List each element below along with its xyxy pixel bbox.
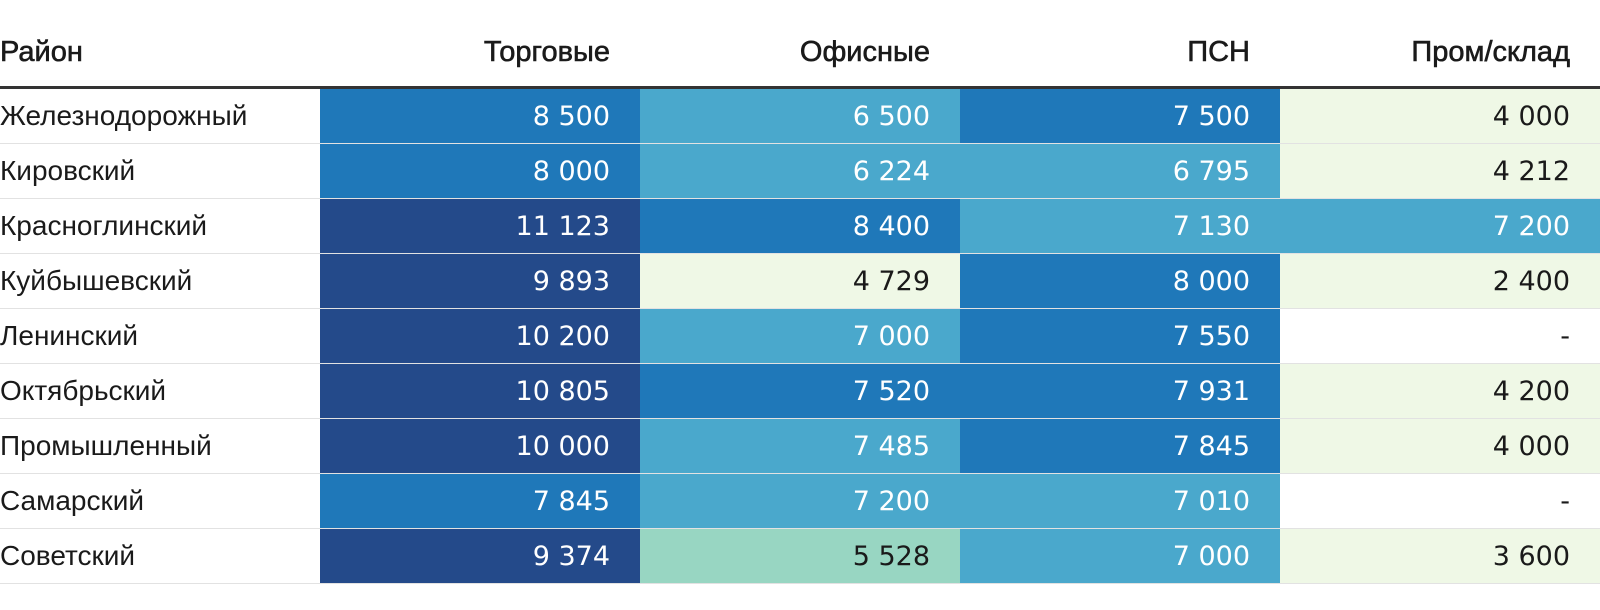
heatmap-cell-industrial-warehouse: 2 400 — [1280, 253, 1600, 309]
heatmap-cell-industrial-warehouse: 4 000 — [1280, 87, 1600, 144]
heatmap-cell-office: 6 500 — [640, 87, 960, 144]
column-header-office[interactable]: Офисные — [640, 18, 960, 89]
heatmap-cell-retail: 9 893 — [320, 253, 640, 309]
heatmap-cell-retail: 8 000 — [320, 143, 640, 199]
heatmap-cell-industrial-warehouse: 4 000 — [1280, 418, 1600, 474]
heatmap-cell-retail: 7 845 — [320, 473, 640, 529]
heatmap-cell-office: 7 520 — [640, 363, 960, 419]
heatmap-cell-psn: 8 000 — [960, 253, 1280, 309]
header-row: Район Торговые Офисные ПСН Пром/склад — [0, 18, 1600, 89]
table-row: Железнодорожный 8 500 6 500 7 500 4 000 — [0, 87, 1600, 144]
table-row: Промышленный 10 000 7 485 7 845 4 000 — [0, 418, 1600, 474]
heatmap-cell-retail: 11 123 — [320, 198, 640, 254]
column-header-psn[interactable]: ПСН — [960, 18, 1280, 89]
heatmap-cell-psn: 6 795 — [960, 143, 1280, 199]
table-row: Самарский 7 845 7 200 7 010- — [0, 473, 1600, 529]
heatmap-cell-retail: 10 000 — [320, 418, 640, 474]
table-row: Красноглинский 11 123 8 400 7 130 7 200 — [0, 198, 1600, 254]
column-header-retail[interactable]: Торговые — [320, 18, 640, 89]
heatmap-cell-industrial-warehouse: 4 212 — [1280, 143, 1600, 199]
heatmap-cell-office: 5 528 — [640, 528, 960, 584]
district-name: Самарский — [0, 473, 320, 529]
district-name: Советский — [0, 528, 320, 584]
heatmap-cell-industrial-warehouse: - — [1280, 473, 1600, 529]
heatmap-cell-psn: 7 845 — [960, 418, 1280, 474]
district-name: Промышленный — [0, 418, 320, 474]
heatmap-cell-retail: 9 374 — [320, 528, 640, 584]
heatmap-cell-psn: 7 130 — [960, 198, 1280, 254]
table-row: Куйбышевский 9 893 4 729 8 000 2 400 — [0, 253, 1600, 309]
table-row: Ленинский 10 200 7 000 7 550- — [0, 308, 1600, 364]
column-header-district[interactable]: Район — [0, 18, 320, 89]
district-name: Красноглинский — [0, 198, 320, 254]
heatmap-cell-industrial-warehouse: - — [1280, 308, 1600, 364]
heatmap-body: Железнодорожный 8 500 6 500 7 500 4 000 Киров… — [0, 87, 1600, 584]
heatmap-cell-psn: 7 931 — [960, 363, 1280, 419]
table-row: Кировский 8 000 6 224 6 795 4 212 — [0, 143, 1600, 199]
district-name: Ленинский — [0, 308, 320, 364]
heatmap-cell-psn: 7 000 — [960, 528, 1280, 584]
district-name: Кировский — [0, 143, 320, 199]
heatmap-cell-retail: 10 805 — [320, 363, 640, 419]
heatmap-cell-office: 8 400 — [640, 198, 960, 254]
heatmap-cell-retail: 10 200 — [320, 308, 640, 364]
heatmap-cell-industrial-warehouse: 4 200 — [1280, 363, 1600, 419]
district-name: Октябрьский — [0, 363, 320, 419]
heatmap-cell-industrial-warehouse: 7 200 — [1280, 198, 1600, 254]
heatmap-cell-psn: 7 010 — [960, 473, 1280, 529]
district-name: Железнодорожный — [0, 87, 320, 144]
heatmap-cell-office: 6 224 — [640, 143, 960, 199]
column-header-industrial-warehouse[interactable]: Пром/склад — [1280, 18, 1600, 89]
heatmap-cell-psn: 7 500 — [960, 87, 1280, 144]
heatmap-cell-office: 7 485 — [640, 418, 960, 474]
heatmap-cell-industrial-warehouse: 3 600 — [1280, 528, 1600, 584]
table-row: Октябрьский 10 805 7 520 7 931 4 200 — [0, 363, 1600, 419]
district-name: Куйбышевский — [0, 253, 320, 309]
heatmap-cell-retail: 8 500 — [320, 87, 640, 144]
heatmap-cell-psn: 7 550 — [960, 308, 1280, 364]
heatmap-cell-office: 7 200 — [640, 473, 960, 529]
heatmap-table: Район Торговые Офисные ПСН Пром/склад Же… — [0, 18, 1600, 584]
table-row: Советский 9 374 5 528 7 000 3 600 — [0, 528, 1600, 584]
heatmap-cell-office: 7 000 — [640, 308, 960, 364]
heatmap-cell-office: 4 729 — [640, 253, 960, 309]
